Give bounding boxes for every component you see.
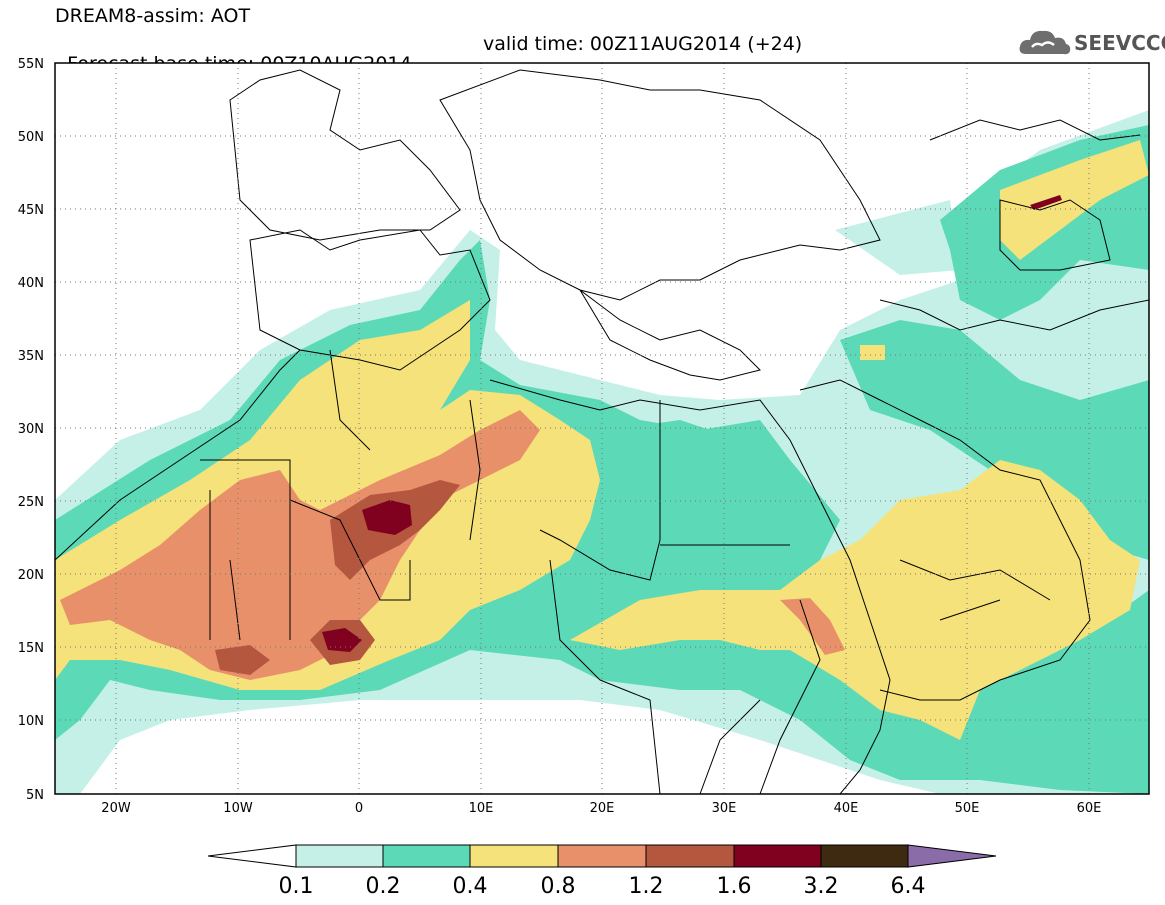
longitude-axis: 20W 10W 0 10E 20E 30E 40E 50E 60E [101, 801, 1101, 816]
lon-label: 40E [834, 801, 859, 816]
colorbar-bin [820, 844, 909, 868]
colorbar-bin [907, 844, 997, 868]
valid-time: valid time: 00Z11AUG2014 (+24) [483, 33, 803, 55]
lat-label: 15N [18, 641, 44, 656]
lon-label: 10E [469, 801, 494, 816]
lon-label: 50E [955, 801, 980, 816]
colorbar-label: 1.6 [717, 874, 752, 899]
colorbar-label: 0.4 [453, 874, 488, 899]
coastlines [55, 69, 1149, 794]
colorbar-labels: 0.1 0.2 0.4 0.8 1.2 1.6 3.2 6.4 [279, 874, 926, 899]
lon-label: 20W [101, 801, 131, 816]
colorbar-label: 0.8 [541, 874, 576, 899]
lat-label: 5N [26, 788, 44, 803]
aot-level-1.6 [362, 500, 412, 535]
graticule [55, 63, 1149, 794]
lat-label: 50N [18, 130, 44, 145]
lon-label: 30E [712, 801, 737, 816]
colorbar-bin [733, 844, 822, 868]
colorbar-label: 1.2 [629, 874, 664, 899]
lat-label: 25N [18, 495, 44, 510]
colorbar-label: 0.1 [279, 874, 314, 899]
lon-label: 60E [1077, 801, 1102, 816]
colorbar-bin [557, 844, 647, 868]
cloud-icon [1019, 30, 1071, 55]
lon-label: 10W [223, 801, 253, 816]
lat-label: 10N [18, 714, 44, 729]
lat-label: 35N [18, 349, 44, 364]
latitude-axis: 55N 50N 45N 40N 35N 30N 25N 20N 15N 10N … [18, 57, 44, 803]
colorbar-label: 6.4 [891, 874, 926, 899]
colorbar-bin [645, 844, 735, 868]
lon-label: 0 [355, 801, 363, 816]
seevccc-logo: SEEVCCC [1018, 24, 1165, 60]
lat-label: 45N [18, 203, 44, 218]
colorbar-bin [469, 844, 559, 868]
lat-label: 30N [18, 422, 44, 437]
map-frame [54, 62, 1150, 795]
map-title: DREAM8-assim: AOT [55, 5, 251, 27]
colorbar-bin [295, 844, 384, 868]
colorbar-label: 0.2 [366, 874, 401, 899]
lat-label: 40N [18, 276, 44, 291]
lat-label: 55N [18, 57, 44, 72]
colorbar-bin [207, 844, 297, 868]
colorbar-label: 3.2 [804, 874, 839, 899]
colorbar [207, 844, 997, 868]
aot-level-0.8 [60, 410, 540, 680]
colorbar-bin [382, 844, 471, 868]
lon-label: 20E [590, 801, 615, 816]
lat-label: 20N [18, 568, 44, 583]
logo-text: SEEVCCC [1074, 31, 1165, 55]
